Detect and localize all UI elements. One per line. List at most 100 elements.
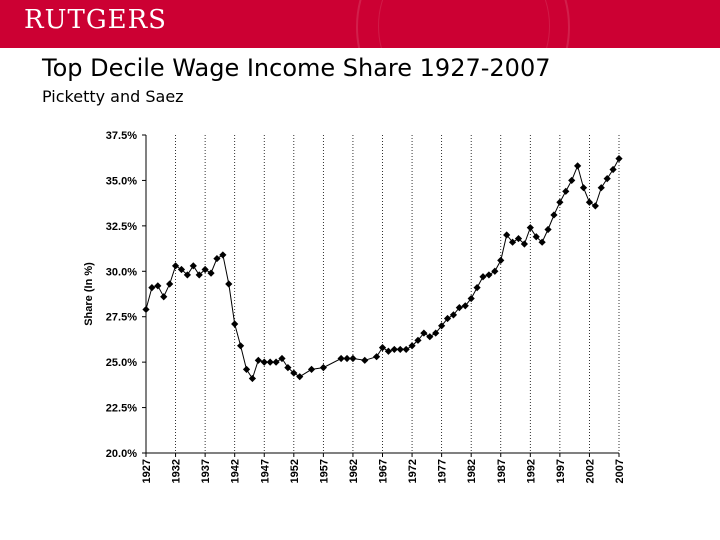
data-point: [538, 238, 546, 246]
data-point: [497, 256, 505, 264]
data-point: [384, 347, 393, 355]
data-point: [414, 336, 422, 344]
y-axis-title: Share (In %): [83, 262, 95, 326]
x-tick-label: 1987: [496, 459, 508, 483]
header-banner: RUTGERS: [0, 0, 720, 48]
data-point: [550, 211, 558, 219]
y-tick-label: 22.5%: [106, 403, 137, 415]
x-tick-label: 2007: [614, 459, 626, 483]
data-point: [526, 224, 534, 232]
data-point: [432, 329, 440, 337]
data-point: [396, 345, 404, 354]
data-point: [319, 363, 327, 372]
y-tick-label: 32.5%: [106, 221, 137, 233]
data-point: [408, 342, 416, 350]
data-point: [225, 280, 233, 288]
x-tick-label: 1947: [259, 459, 271, 483]
data-point: [142, 305, 150, 314]
data-point: [160, 293, 168, 301]
rutgers-logo[interactable]: RUTGERS: [24, 5, 167, 35]
seal-watermark: [356, 0, 570, 48]
data-point: [154, 282, 162, 290]
data-point: [426, 333, 434, 341]
data-point: [337, 354, 345, 363]
data-point: [278, 354, 286, 363]
x-tick-label: 1927: [141, 459, 153, 483]
data-point: [171, 262, 180, 270]
data-point: [213, 254, 221, 263]
data-point: [438, 322, 446, 330]
data-point: [201, 265, 209, 274]
data-point: [485, 271, 493, 279]
x-tick-label: 1967: [378, 459, 390, 483]
data-point: [579, 184, 588, 192]
y-tick-label: 25.0%: [106, 357, 137, 369]
data-point: [272, 358, 280, 366]
data-point: [568, 176, 576, 185]
y-tick-label: 35.0%: [106, 175, 137, 187]
data-point: [520, 240, 528, 248]
x-tick-label: 1997: [555, 459, 567, 483]
data-point: [443, 314, 452, 323]
data-point: [148, 284, 156, 292]
data-point: [237, 342, 245, 350]
data-point: [479, 273, 487, 281]
data-point: [591, 202, 599, 210]
x-tick-label: 1932: [171, 459, 183, 483]
data-point: [189, 262, 197, 270]
x-tick-label: 1957: [318, 459, 330, 483]
data-point: [514, 234, 523, 243]
x-tick-label: 1937: [200, 459, 212, 483]
x-tick-label: 1952: [289, 459, 301, 483]
data-point: [562, 187, 570, 195]
data-point: [449, 311, 458, 319]
data-point: [254, 356, 262, 364]
x-tick-label: 1977: [437, 459, 449, 483]
x-tick-label: 2002: [584, 459, 596, 483]
data-point: [544, 225, 552, 234]
x-tick-label: 1972: [407, 459, 419, 483]
x-tick-label: 1962: [348, 459, 360, 483]
data-point: [390, 345, 398, 354]
data-point: [307, 365, 316, 374]
data-point: [532, 233, 540, 241]
data-point: [508, 238, 517, 246]
data-point: [420, 329, 428, 337]
data-point: [503, 231, 511, 239]
y-tick-label: 30.0%: [106, 266, 137, 278]
y-tick-label: 37.5%: [106, 130, 137, 142]
data-point: [296, 373, 304, 381]
x-tick-label: 1942: [230, 459, 242, 483]
data-point: [166, 280, 174, 288]
data-point: [603, 175, 611, 183]
data-point: [266, 358, 274, 366]
data-point: [615, 155, 623, 163]
data-point: [242, 365, 251, 374]
data-point: [343, 354, 351, 363]
data-point: [473, 284, 481, 292]
slide-title: Top Decile Wage Income Share 1927-2007: [42, 54, 551, 82]
data-point: [585, 198, 594, 206]
data-point: [361, 356, 369, 364]
x-tick-label: 1992: [525, 459, 537, 483]
data-point: [461, 302, 469, 310]
data-point: [219, 251, 227, 259]
data-point: [609, 165, 617, 174]
data-point: [260, 358, 268, 366]
data-point: [349, 354, 357, 363]
data-point: [207, 269, 215, 277]
y-tick-label: 20.0%: [106, 448, 137, 460]
data-point: [231, 320, 239, 328]
data-point: [556, 198, 564, 206]
data-point: [597, 184, 605, 192]
data-point: [177, 265, 186, 274]
x-tick-label: 1982: [466, 459, 478, 483]
data-point: [574, 162, 582, 170]
data-point: [195, 271, 203, 279]
data-point: [402, 345, 410, 354]
data-point: [248, 374, 257, 383]
data-point: [372, 353, 381, 361]
data-point: [467, 294, 475, 303]
data-point: [491, 267, 499, 275]
